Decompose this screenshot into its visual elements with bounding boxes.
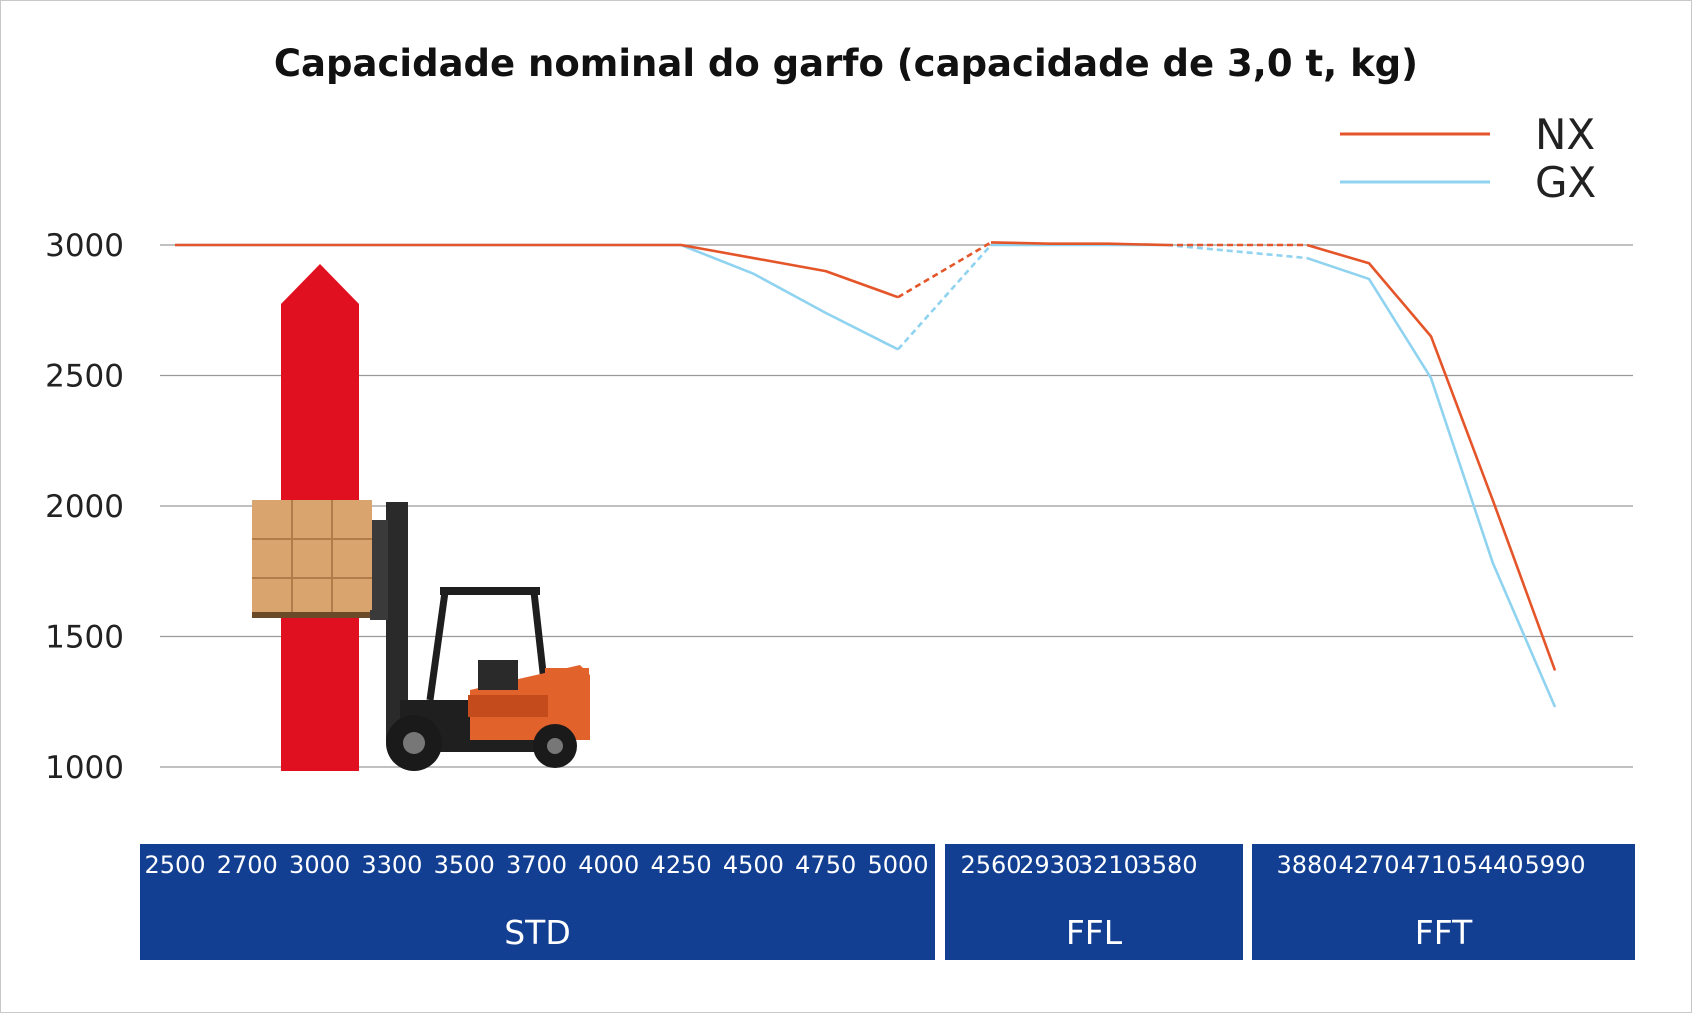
chart-title: Capacidade nominal do garfo (capacidade … <box>273 42 1419 85</box>
category-axis: 2500 2700 3000 3300 3500 3700 4000 4250 4500 4750… <box>140 844 1635 960</box>
x-tick-label: 4270 <box>1338 851 1399 879</box>
x-tick-label: 2700 <box>217 851 278 879</box>
category-group-label: FFT <box>1415 913 1473 952</box>
y-tick-label: 1500 <box>45 620 124 656</box>
x-tick-label: 4000 <box>578 851 639 879</box>
x-tick-label: 3700 <box>506 851 567 879</box>
x-tick-label: 3580 <box>1136 851 1197 879</box>
x-tick-label: 3210 <box>1078 851 1139 879</box>
series-connector <box>897 244 992 351</box>
x-tick-label: 4750 <box>795 851 856 879</box>
x-tick-label: 4710 <box>1400 851 1461 879</box>
series-line-nx <box>175 243 899 299</box>
forklift-with-pallet-icon <box>252 264 590 771</box>
y-tick-label: 2500 <box>45 359 124 395</box>
x-tick-label: 3300 <box>361 851 422 879</box>
category-group-box <box>1252 844 1635 960</box>
x-tick-label: 5990 <box>1524 851 1585 879</box>
series-line-nx <box>990 241 1168 247</box>
x-tick-label: 3880 <box>1276 851 1337 879</box>
x-tick-label: 5000 <box>867 851 928 879</box>
x-tick-label: 3000 <box>289 851 350 879</box>
x-tick-label: 5440 <box>1462 851 1523 879</box>
x-tick-label: 2930 <box>1019 851 1080 879</box>
series-connector <box>897 241 992 299</box>
x-tick-label: 4250 <box>651 851 712 879</box>
y-tick-label: 1000 <box>45 750 124 786</box>
forklift-mast-icon <box>386 502 408 742</box>
series-line-gx <box>1306 256 1557 708</box>
legend-label: NX <box>1535 110 1595 159</box>
series-connector <box>1166 243 1308 260</box>
y-tick-label: 2000 <box>45 489 124 525</box>
series-lines <box>175 241 1557 708</box>
x-tick-label: 3500 <box>434 851 495 879</box>
grid-lines <box>160 244 1633 768</box>
pallet-boxes-icon <box>252 500 374 618</box>
x-tick-label: 2560 <box>960 851 1021 879</box>
series-line-nx <box>1306 243 1557 671</box>
y-axis-ticks: 3000 2500 2000 1500 1000 <box>45 228 124 786</box>
category-group-box <box>945 844 1243 960</box>
category-group-label: STD <box>504 913 571 952</box>
y-tick-label: 3000 <box>45 228 124 264</box>
category-group-label: FFL <box>1066 913 1123 952</box>
x-tick-label: 2500 <box>144 851 205 879</box>
x-tick-label: 4500 <box>723 851 784 879</box>
legend-label: GX <box>1535 158 1596 207</box>
category-group-box <box>140 844 935 960</box>
